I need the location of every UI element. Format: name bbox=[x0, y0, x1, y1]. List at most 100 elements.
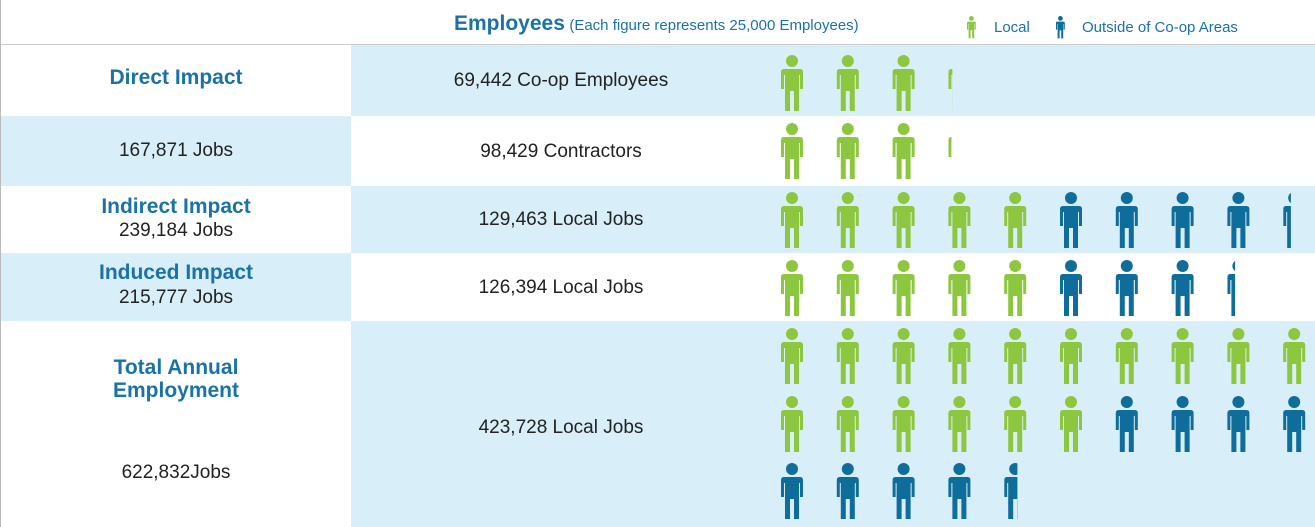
person-icon bbox=[781, 463, 803, 519]
body bbox=[948, 274, 971, 316]
head bbox=[841, 123, 854, 135]
head bbox=[897, 260, 910, 272]
body bbox=[1004, 206, 1027, 248]
head bbox=[953, 123, 965, 135]
person-icon bbox=[948, 123, 965, 157]
body bbox=[1060, 206, 1082, 248]
person-icon bbox=[1004, 328, 1027, 384]
head bbox=[786, 328, 798, 340]
body bbox=[781, 137, 803, 179]
person-icon bbox=[836, 260, 859, 316]
body bbox=[836, 342, 859, 384]
head bbox=[1058, 16, 1063, 21]
head bbox=[1009, 260, 1022, 272]
person-icon bbox=[892, 396, 915, 452]
body bbox=[1283, 410, 1306, 452]
body bbox=[892, 342, 915, 384]
legend-label: Local bbox=[994, 19, 1030, 36]
body bbox=[1171, 410, 1194, 452]
person-icon bbox=[948, 69, 953, 89]
row-label: Total Annual Employment bbox=[112, 356, 240, 402]
head bbox=[1232, 328, 1245, 340]
head bbox=[841, 463, 854, 475]
row-detail: 126,394 Local Jobs bbox=[478, 277, 644, 298]
body bbox=[836, 410, 859, 452]
body bbox=[948, 69, 953, 89]
body bbox=[1004, 342, 1027, 384]
body bbox=[1171, 342, 1194, 384]
row-detail: 98,429 Contractors bbox=[480, 141, 642, 162]
row-sub: 167,871 Jobs bbox=[118, 140, 234, 161]
body bbox=[892, 137, 915, 179]
body bbox=[1283, 342, 1306, 384]
body bbox=[781, 206, 803, 248]
person-icon bbox=[1060, 260, 1082, 316]
person-icon bbox=[1004, 396, 1027, 452]
head bbox=[1232, 260, 1236, 272]
head bbox=[1176, 192, 1189, 204]
body bbox=[781, 69, 803, 111]
person-icon bbox=[892, 463, 915, 519]
body bbox=[948, 477, 971, 519]
header: Employees (Each figure represents 25,000… bbox=[454, 12, 859, 36]
head bbox=[953, 396, 966, 408]
person-icon bbox=[1171, 396, 1194, 452]
body bbox=[1227, 274, 1236, 316]
person-icon bbox=[1060, 328, 1082, 384]
person-icon bbox=[1283, 328, 1306, 384]
row-sub: 239,184 Jobs bbox=[118, 220, 234, 241]
person-icon bbox=[1227, 260, 1236, 316]
row-bg bbox=[1, 116, 351, 186]
head bbox=[1120, 192, 1133, 204]
body bbox=[948, 137, 952, 157]
body bbox=[1004, 274, 1027, 316]
person-icon bbox=[836, 55, 859, 111]
head bbox=[1232, 396, 1245, 408]
body bbox=[967, 21, 976, 39]
body bbox=[781, 274, 803, 316]
person-icon bbox=[1056, 16, 1065, 39]
person-icon bbox=[1060, 192, 1082, 248]
head bbox=[841, 55, 854, 67]
head bbox=[1232, 192, 1245, 204]
head bbox=[953, 328, 966, 340]
body bbox=[836, 274, 859, 316]
head bbox=[1065, 260, 1077, 272]
body bbox=[892, 477, 915, 519]
head bbox=[897, 396, 910, 408]
person-icon bbox=[1227, 328, 1250, 384]
body bbox=[892, 410, 915, 452]
body bbox=[1060, 274, 1082, 316]
person-icon bbox=[836, 192, 859, 248]
head bbox=[1288, 192, 1291, 204]
row-sub: 622,832Jobs bbox=[121, 462, 231, 483]
body bbox=[892, 274, 915, 316]
head bbox=[1176, 328, 1189, 340]
head bbox=[897, 192, 910, 204]
body bbox=[1060, 410, 1082, 452]
person-icon bbox=[1115, 396, 1138, 452]
person-icon bbox=[948, 192, 971, 248]
body bbox=[1227, 206, 1250, 248]
body bbox=[836, 206, 859, 248]
head bbox=[953, 192, 966, 204]
head bbox=[1288, 328, 1301, 340]
head bbox=[786, 260, 798, 272]
person-icon bbox=[781, 192, 803, 248]
person-icon bbox=[836, 463, 859, 519]
head bbox=[841, 260, 854, 272]
body bbox=[781, 410, 803, 452]
head bbox=[786, 55, 798, 67]
head bbox=[1288, 396, 1301, 408]
person-icon bbox=[1115, 192, 1138, 248]
head bbox=[953, 463, 966, 475]
person-icon bbox=[1115, 328, 1138, 384]
legend-label: Outside of Co-op Areas bbox=[1082, 19, 1238, 36]
head bbox=[1120, 328, 1133, 340]
person-icon bbox=[1004, 260, 1027, 316]
head bbox=[1065, 328, 1077, 340]
person-icon bbox=[1283, 396, 1306, 452]
head bbox=[841, 328, 854, 340]
